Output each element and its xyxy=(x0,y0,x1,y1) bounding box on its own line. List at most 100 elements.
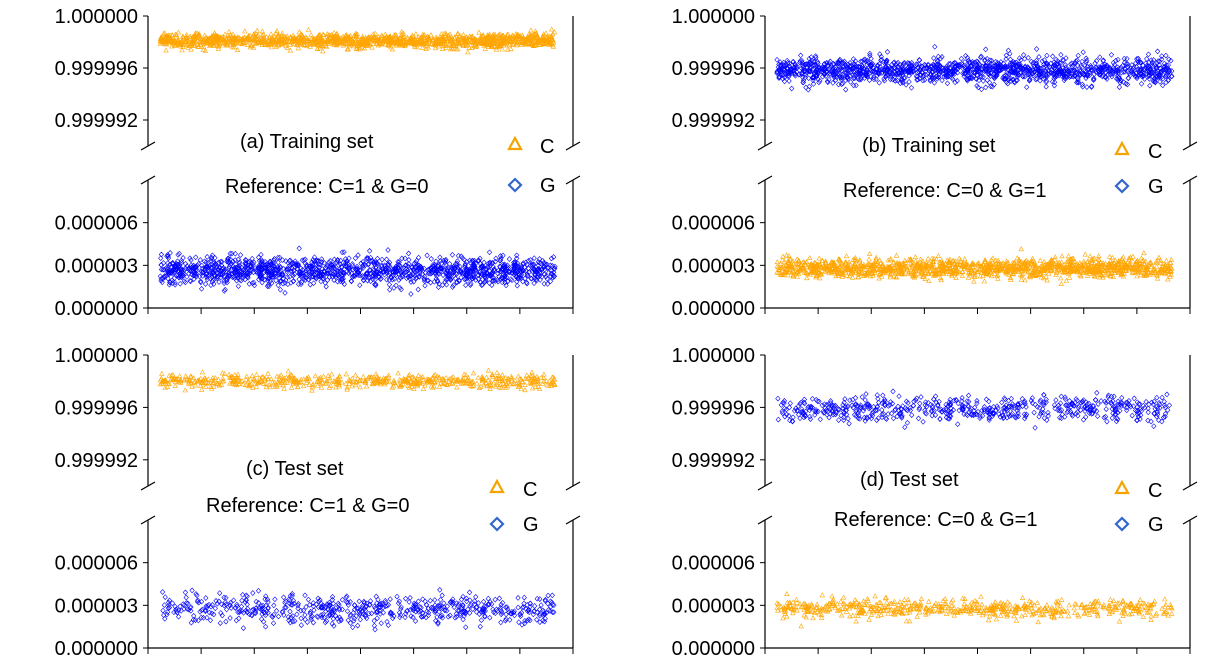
data-point-g xyxy=(235,283,242,290)
data-point-g xyxy=(396,259,402,265)
data-point-g xyxy=(182,279,189,286)
data-point-g xyxy=(843,86,849,93)
data-point-g xyxy=(514,275,521,282)
data-point-g xyxy=(397,262,403,269)
data-point-g xyxy=(983,84,989,91)
data-point-c xyxy=(242,28,248,34)
data-point-c xyxy=(230,38,236,44)
data-point-c xyxy=(526,34,533,40)
data-point-g xyxy=(296,245,302,252)
data-point-g xyxy=(461,276,468,282)
data-point-g xyxy=(203,271,209,278)
data-point-g xyxy=(1003,52,1009,59)
data-point-g xyxy=(301,257,307,263)
data-point-c xyxy=(320,31,327,37)
data-point-g xyxy=(236,262,243,269)
data-point-g xyxy=(352,255,359,262)
data-point-g xyxy=(777,59,783,66)
data-point-g xyxy=(898,66,904,73)
data-point-g xyxy=(191,276,197,282)
data-point-g xyxy=(1001,65,1007,72)
data-point-c xyxy=(336,40,343,46)
data-point-c xyxy=(228,33,235,39)
data-point-g xyxy=(1033,57,1040,64)
data-point-g xyxy=(251,282,258,289)
data-point-g xyxy=(241,266,247,273)
data-point-c xyxy=(502,39,508,45)
data-point-c xyxy=(331,41,337,47)
data-point-g xyxy=(438,266,444,272)
data-point-g xyxy=(205,264,212,271)
data-point-g xyxy=(980,74,986,80)
data-point-g xyxy=(1108,51,1115,58)
data-point-g xyxy=(501,261,508,268)
data-point-g xyxy=(508,269,515,276)
data-point-g xyxy=(1113,57,1119,64)
data-point-g xyxy=(427,270,433,277)
data-point-g xyxy=(270,271,276,278)
data-point-g xyxy=(248,263,254,270)
data-point-c xyxy=(318,40,324,46)
data-point-c xyxy=(893,252,900,258)
data-point-c xyxy=(163,47,169,53)
data-point-g xyxy=(217,268,223,274)
data-point-c xyxy=(1164,276,1171,282)
data-point-c xyxy=(239,37,245,43)
y-tick-label: 0.000003 xyxy=(55,255,138,277)
data-point-g xyxy=(181,278,187,285)
data-point-c xyxy=(172,31,179,37)
data-point-g xyxy=(158,255,164,262)
data-point-g xyxy=(273,277,279,284)
data-point-g xyxy=(399,271,405,278)
data-point-c xyxy=(179,37,185,43)
data-point-g xyxy=(1024,84,1030,91)
data-point-c xyxy=(164,37,171,43)
data-point-c xyxy=(505,31,511,37)
y-tick-label: 0.999992 xyxy=(55,110,138,132)
data-point-g xyxy=(838,81,845,88)
data-point-g xyxy=(506,256,513,262)
y-axis-break-left-top xyxy=(140,141,156,151)
data-point-c xyxy=(363,36,369,42)
data-point-g xyxy=(314,268,321,274)
data-point-g xyxy=(916,57,922,63)
data-point-c xyxy=(450,40,457,46)
data-point-g xyxy=(379,256,385,263)
data-point-c xyxy=(388,44,394,50)
data-point-g xyxy=(337,278,344,285)
data-point-g xyxy=(167,250,173,256)
data-point-g xyxy=(221,267,228,273)
data-point-g xyxy=(939,68,946,74)
data-point-g xyxy=(498,268,504,275)
data-point-c xyxy=(277,35,284,41)
data-point-g xyxy=(814,59,821,65)
data-point-g xyxy=(408,279,414,285)
data-point-g xyxy=(809,74,816,81)
data-point-g xyxy=(1156,58,1163,65)
data-point-c xyxy=(359,39,366,45)
data-point-g xyxy=(229,274,236,281)
data-point-g xyxy=(318,278,324,285)
data-point-g xyxy=(363,273,369,280)
data-point-g xyxy=(434,278,441,285)
data-point-c xyxy=(481,40,487,46)
data-point-c xyxy=(252,35,258,41)
data-point-g xyxy=(372,270,378,277)
data-point-c xyxy=(413,31,419,37)
data-point-g xyxy=(161,266,167,273)
data-point-g xyxy=(346,255,352,262)
data-point-g xyxy=(1010,59,1016,65)
data-point-g xyxy=(489,260,495,267)
data-point-g xyxy=(536,265,542,272)
data-point-c xyxy=(202,38,208,44)
data-point-g xyxy=(806,68,812,74)
data-point-c xyxy=(250,36,257,42)
data-point-c xyxy=(320,48,326,54)
data-point-g xyxy=(266,283,272,290)
data-point-g xyxy=(524,261,530,268)
data-point-c xyxy=(361,41,367,47)
data-point-c xyxy=(460,41,467,47)
data-point-c xyxy=(428,32,434,38)
data-point-g xyxy=(349,274,356,280)
data-point-g xyxy=(364,255,370,261)
